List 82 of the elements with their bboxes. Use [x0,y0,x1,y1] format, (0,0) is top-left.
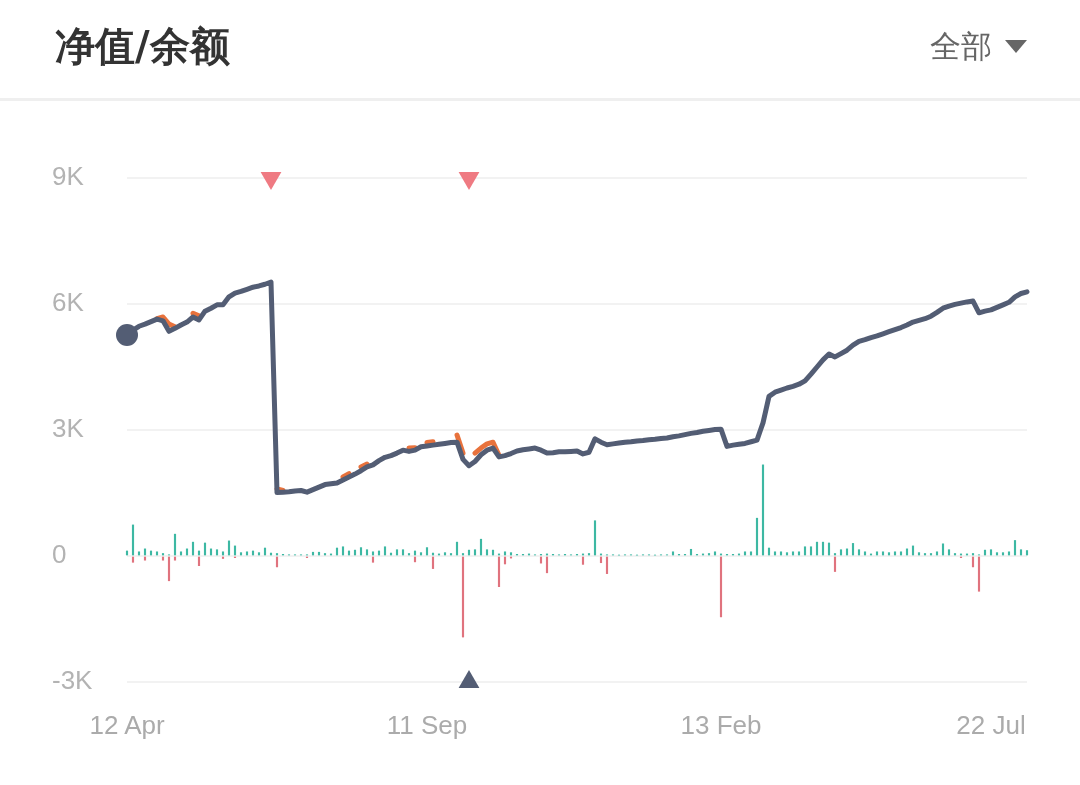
text: 全部 [930,27,992,66]
bar [197,556,201,566]
bar [461,556,465,638]
bar [173,556,177,561]
bar [245,551,249,556]
bar [755,517,759,556]
bar [431,556,435,569]
bar [875,551,879,556]
bar [371,551,375,556]
y-tick-label: 0 [52,539,67,570]
bar [719,556,723,618]
bar [899,551,903,556]
bar [425,547,429,556]
bar [857,549,861,556]
bar [179,551,183,556]
bar [743,551,747,556]
bar [497,556,501,587]
bar [161,556,165,561]
bar [143,556,147,561]
bar [503,551,507,556]
bar [809,546,813,556]
bar [137,551,141,556]
bar [341,546,345,556]
bar [473,549,477,556]
bar [935,551,939,556]
y-tick-label: -3K [52,665,94,696]
bar [215,549,219,556]
bar [749,551,753,556]
bar [881,551,885,556]
bar [131,524,135,556]
x-tick-label: 11 Sep [386,709,468,740]
bar [1025,550,1029,556]
point [260,172,282,190]
bar [1013,540,1017,556]
bar [713,551,717,556]
point [458,172,480,190]
bar [773,551,777,556]
bar [893,551,897,556]
bar [167,556,171,582]
y-tick-label: 3K [52,413,85,444]
bar [155,551,159,556]
bar [947,549,951,556]
x-tick-label: 13 Feb [680,709,762,740]
chart-title: 净值/余额 [55,23,230,69]
bar [581,556,585,565]
bar [605,556,609,574]
bar [395,549,399,556]
bar [221,551,225,556]
bar [671,551,675,556]
bar [833,556,837,572]
bar [131,556,135,563]
bar [455,541,459,556]
y-tick-label: 6K [52,287,85,318]
bar [989,549,993,556]
bar [761,464,765,556]
bar [977,556,981,592]
bar [1019,549,1023,556]
bar [485,549,489,556]
bar [803,546,807,556]
bar [779,551,783,556]
bar [365,549,369,556]
bar [791,551,795,556]
bar [359,547,363,556]
point [458,670,480,688]
bar [815,541,819,556]
bar [371,556,375,563]
y-tick-label: 9K [52,161,85,192]
x-tick-label: 22 Jul [956,709,1026,740]
bar [839,549,843,556]
bar [173,533,177,556]
point [116,324,138,347]
bar [191,541,195,556]
x-tick-label: 12 Apr [89,709,165,740]
bar [851,543,855,556]
bar [863,551,867,556]
bar [383,546,387,556]
bar [941,543,945,556]
bar [797,551,801,556]
bar [401,549,405,556]
bar [1007,551,1011,556]
bar [821,541,825,556]
bar [593,520,597,556]
